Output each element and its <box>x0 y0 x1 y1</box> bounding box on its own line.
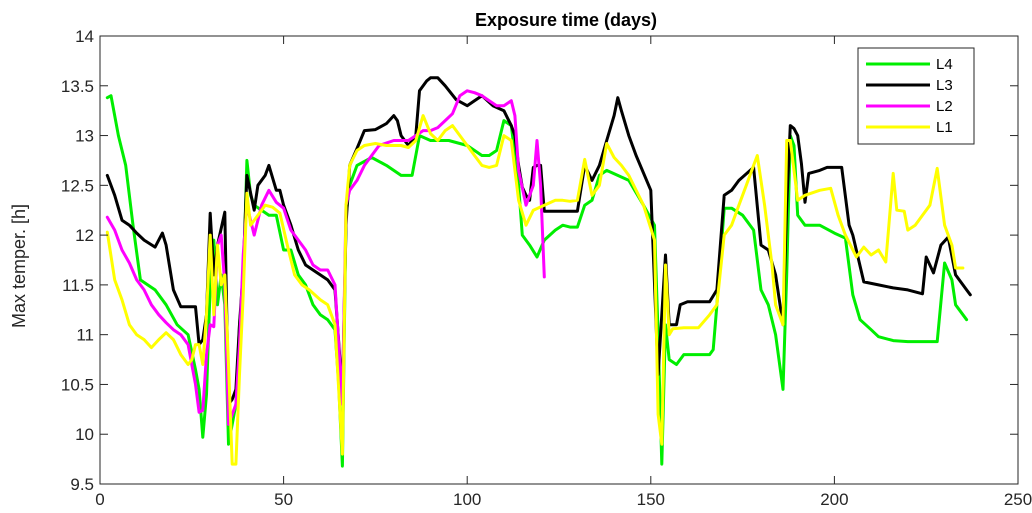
y-tick-label: 10.5 <box>61 375 94 394</box>
legend-box <box>858 48 974 144</box>
legend-label: L4 <box>936 56 953 73</box>
x-tick-label: 150 <box>637 490 665 509</box>
y-tick-label: 12.5 <box>61 176 94 195</box>
x-tick-label: 100 <box>453 490 481 509</box>
y-tick-label: 10 <box>75 425 94 444</box>
y-tick-label: 11.5 <box>62 276 94 295</box>
legend-label: L2 <box>936 98 953 115</box>
chart-title: Exposure time (days) <box>475 10 657 30</box>
legend: L4 L3 L2 L1 <box>858 48 974 144</box>
y-tick-label: 13.5 <box>61 77 94 96</box>
y-tick-label: 12 <box>75 226 94 245</box>
x-tick-label: 250 <box>1004 490 1032 509</box>
y-tick-label: 13 <box>75 127 94 146</box>
legend-label: L1 <box>936 119 953 136</box>
y-tick-label: 9.5 <box>70 475 94 494</box>
y-tick-label: 11 <box>76 326 94 345</box>
y-tick-label: 14 <box>75 27 94 46</box>
x-tick-label: 200 <box>820 490 848 509</box>
y-axis-label: Max temper. [h] <box>9 204 29 328</box>
legend-label: L3 <box>936 77 953 94</box>
x-tick-label: 0 <box>95 490 104 509</box>
x-tick-label: 50 <box>274 490 293 509</box>
